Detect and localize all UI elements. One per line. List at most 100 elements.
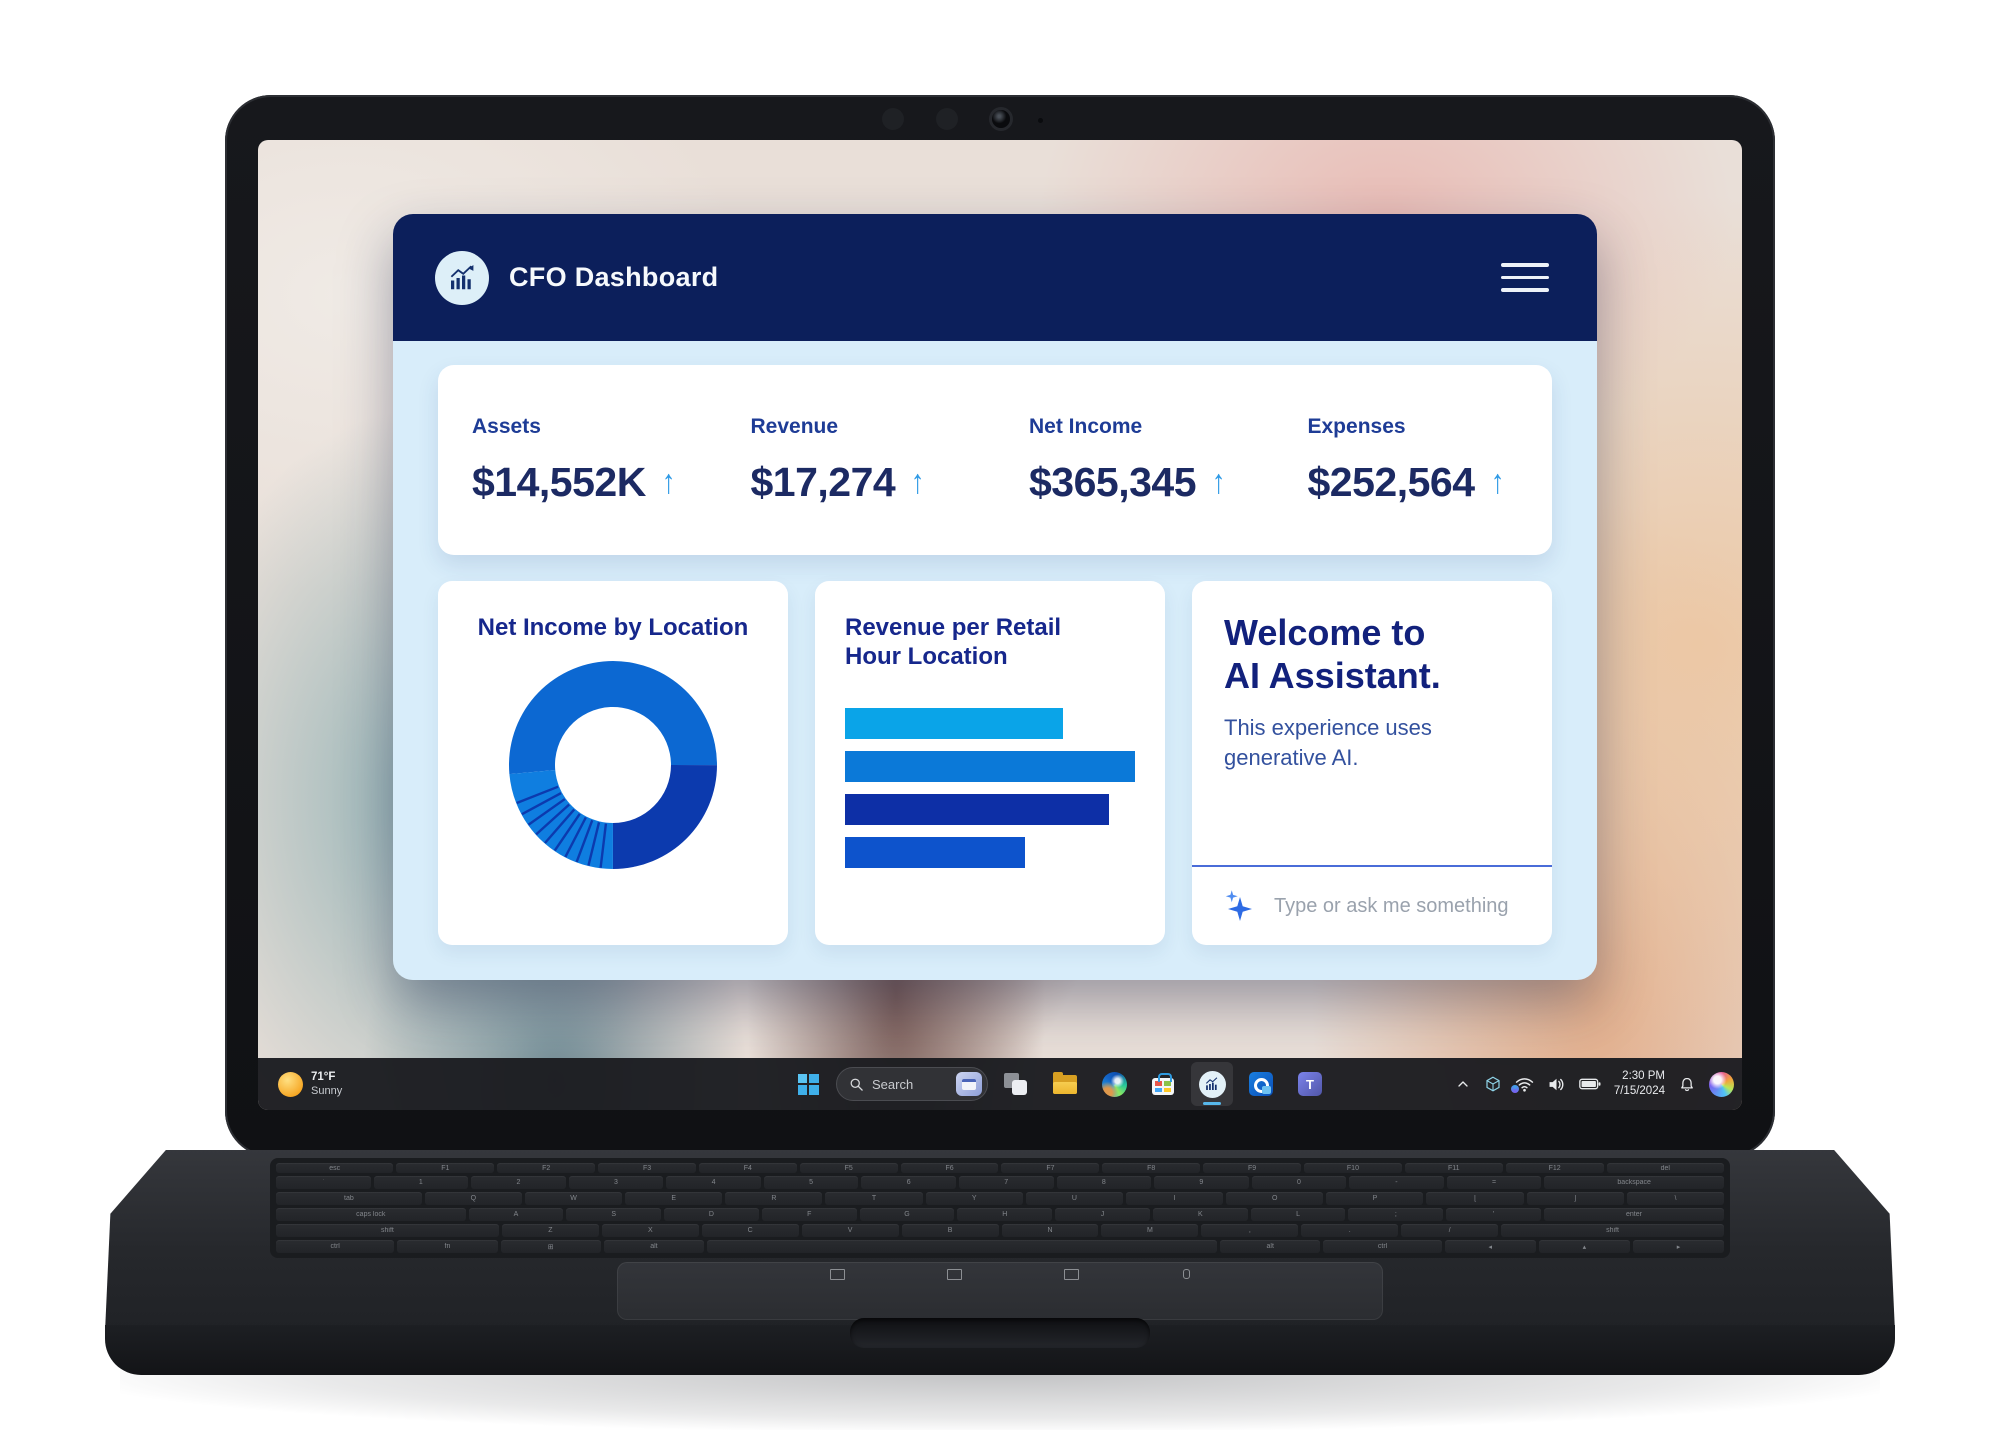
key-=: = — [1446, 1176, 1542, 1189]
kpi-label: Assets — [472, 414, 541, 438]
microsoft-store-button[interactable] — [1142, 1062, 1184, 1106]
key-space — [707, 1240, 1218, 1253]
key-shift: shift — [1501, 1224, 1725, 1237]
edge-icon — [1101, 1071, 1127, 1097]
key-f2: F2 — [497, 1163, 596, 1173]
key--: - — [1349, 1176, 1444, 1189]
cfo-app-icon — [1198, 1070, 1226, 1098]
donut-segment — [600, 822, 613, 870]
bell-icon[interactable] — [1678, 1075, 1696, 1094]
store-bag-icon — [1152, 1073, 1174, 1095]
bar-segment — [845, 750, 1135, 782]
trend-up-icon: ↑ — [661, 462, 676, 501]
donut-segment — [509, 661, 717, 775]
connection-badge — [1510, 1084, 1519, 1093]
sun-icon — [278, 1071, 303, 1097]
key-c: C — [701, 1224, 799, 1237]
key-x: X — [601, 1224, 699, 1237]
key-e: E — [625, 1192, 723, 1205]
key-y: Y — [925, 1192, 1023, 1205]
key-z: Z — [501, 1224, 599, 1237]
teams-button[interactable]: T — [1289, 1062, 1331, 1106]
key-t: T — [825, 1192, 923, 1205]
key-m: M — [1101, 1224, 1199, 1237]
dashboard-content: Assets $14,552K ↑ Revenue $17,274 ↑ Net Income… — [393, 341, 1597, 980]
edge-browser-button[interactable] — [1093, 1062, 1135, 1106]
key-alt: alt — [1220, 1240, 1321, 1253]
key-5: 5 — [763, 1176, 859, 1189]
file-explorer-button[interactable] — [1044, 1062, 1086, 1106]
outlook-button[interactable] — [1240, 1062, 1282, 1106]
chart-growth-icon — [450, 264, 474, 289]
ai-input-placeholder: Type or ask me something — [1274, 894, 1509, 917]
kpi-value: $14,552K — [472, 458, 646, 505]
volume-icon[interactable] — [1547, 1076, 1566, 1093]
key-f3: F3 — [598, 1163, 696, 1173]
key-n: N — [1001, 1224, 1099, 1237]
trackpad — [617, 1262, 1383, 1320]
wifi-button[interactable] — [1510, 1076, 1534, 1093]
lid-lift-notch — [850, 1318, 1150, 1348]
revenue-per-retail-hour-panel: Revenue per Retail Hour Location — [815, 581, 1165, 945]
key-f10: F10 — [1304, 1163, 1402, 1173]
clock-widget[interactable]: 2:30 PM 7/15/2024 — [1614, 1069, 1665, 1099]
donut-separator — [587, 822, 601, 867]
bar-segment — [845, 793, 1109, 825]
key-shift: shift — [276, 1224, 499, 1237]
key-.: . — [1301, 1224, 1399, 1237]
camera-led — [1038, 118, 1043, 123]
battery-icon[interactable] — [1578, 1076, 1601, 1092]
key-b: B — [901, 1224, 999, 1237]
window-header: CFO Dashboard — [393, 214, 1597, 341]
key-f7: F7 — [1001, 1163, 1100, 1173]
donut-segment — [528, 798, 570, 835]
trend-up-icon: ↑ — [1490, 462, 1504, 501]
search-input[interactable]: Search — [836, 1067, 988, 1101]
key-f12: F12 — [1505, 1163, 1604, 1173]
chevron-up-icon[interactable] — [1455, 1076, 1471, 1092]
kpi-summary-card: Assets $14,552K ↑ Revenue $17,274 ↑ Net Income… — [438, 365, 1552, 555]
bar-chart-title: Revenue per Retail Hour Location — [845, 614, 1062, 671]
device-cube-icon[interactable] — [1484, 1075, 1502, 1093]
donut-separator — [564, 817, 587, 858]
donut-segment — [509, 770, 560, 804]
donut-segment — [521, 792, 566, 826]
key-o: O — [1226, 1192, 1324, 1205]
trend-up-icon: ↑ — [1211, 462, 1226, 501]
key-q: Q — [424, 1192, 522, 1205]
ir-sensor — [936, 108, 958, 130]
donut-segment — [565, 816, 593, 863]
search-placeholder: Search — [872, 1076, 914, 1092]
webcam-icon — [992, 110, 1010, 128]
key-⊞: ⊞ — [500, 1240, 601, 1253]
collab-window-icon — [1064, 1269, 1079, 1280]
key-w: W — [524, 1192, 623, 1205]
key-3: 3 — [568, 1176, 664, 1189]
windows-logo-icon — [797, 1073, 819, 1095]
key-fn: fn — [397, 1240, 498, 1253]
search-icon — [850, 1078, 863, 1091]
kpi-expenses: Expenses $252,564 ↑ — [1274, 415, 1553, 506]
task-view-button[interactable] — [995, 1062, 1037, 1106]
key-f5: F5 — [799, 1163, 898, 1173]
key-esc: esc — [276, 1163, 394, 1173]
key-tab: tab — [276, 1192, 422, 1205]
key-i: I — [1125, 1192, 1224, 1205]
donut-segment — [576, 819, 600, 867]
bar-chart — [845, 707, 1135, 868]
ai-prompt-input[interactable]: Type or ask me something — [1192, 867, 1552, 945]
search-highlights-icon — [956, 1072, 982, 1096]
key-f4: F4 — [698, 1163, 797, 1173]
donut-chart-title: Net Income by Location — [477, 614, 749, 641]
cfo-dashboard-logo — [435, 250, 489, 305]
key-d: D — [664, 1208, 759, 1221]
copilot-icon[interactable] — [1709, 1071, 1734, 1097]
cfo-dashboard-app-button[interactable] — [1191, 1062, 1233, 1106]
menu-hamburger-icon[interactable] — [1495, 257, 1555, 298]
key-v: V — [801, 1224, 899, 1237]
key-4: 4 — [666, 1176, 761, 1189]
weather-widget[interactable]: 71°F Sunny — [270, 1058, 350, 1110]
start-button[interactable] — [787, 1062, 829, 1106]
key-l: L — [1250, 1208, 1346, 1221]
net-income-by-location-panel: Net Income by Location — [438, 581, 788, 945]
